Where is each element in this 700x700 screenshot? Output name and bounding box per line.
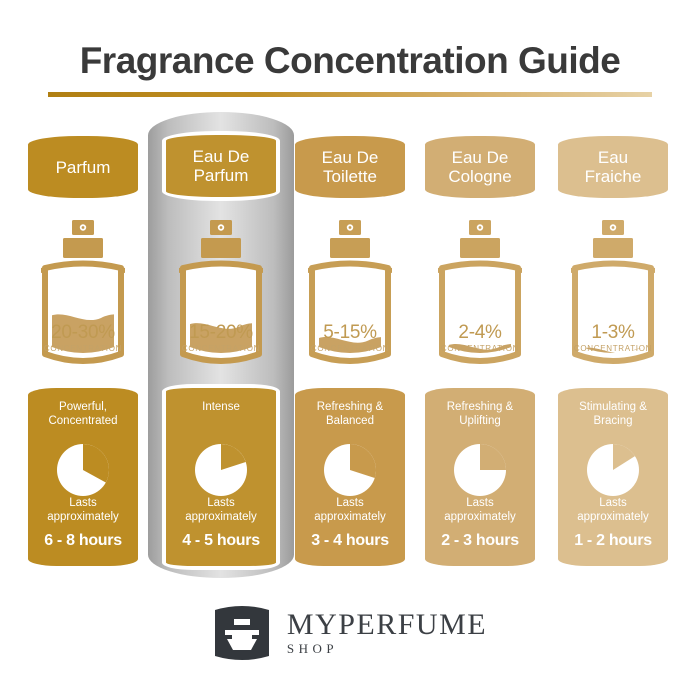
duration-card-description: Refreshing & Balanced [316, 401, 384, 427]
brand-logo: MYPERFUME SHOP [0, 600, 700, 666]
category-plate-label: Eau De Parfum [192, 147, 250, 185]
concentration-percent-0: 20-30% [51, 322, 115, 343]
category-plate-0[interactable]: Parfum [28, 136, 138, 198]
logo-wordmark: MYPERFUME SHOP [287, 609, 487, 657]
duration-hours-4: 1 - 2 hours [574, 532, 652, 549]
concentration-percent-4: 1-3% [591, 322, 635, 343]
category-plate-2[interactable]: Eau De Toilette [295, 136, 405, 198]
duration-card-description: Intense [202, 401, 240, 413]
concentration-sublabel-3: CONCENTRATION [440, 344, 520, 353]
concentration-sublabel-4: CONCENTRATION [573, 344, 653, 353]
duration-hours-2: 3 - 4 hours [311, 532, 389, 549]
longevity-pie-chart-4 [587, 444, 639, 496]
longevity-pie-chart-0 [57, 444, 109, 496]
concentration-sublabel-1: CONCENTRATION [181, 344, 261, 353]
longevity-pie-chart-3 [454, 444, 506, 496]
duration-card-4[interactable]: Stimulating & Bracing Lasts approximately 1 … [558, 388, 668, 566]
lasts-approximately-label: Lasts approximately [577, 497, 649, 523]
duration-card-description: Stimulating & Bracing [579, 401, 647, 427]
page-title: Fragrance Concentration Guide [79, 40, 621, 81]
concentration-percent-1: 15-20% [189, 322, 253, 343]
lasts-approximately-label: Lasts approximately [314, 497, 386, 523]
perfume-bottle-3: 2-4% CONCENTRATION [428, 218, 532, 368]
logo-tagline: SHOP [286, 641, 339, 656]
duration-card-3[interactable]: Refreshing & Uplifting Lasts approximately 2… [425, 388, 535, 566]
category-plate-1[interactable]: Eau De Parfum [162, 131, 280, 201]
concentration-sublabel-0: CONCENTRATION [43, 344, 123, 353]
duration-card-0[interactable]: Powerful, Concentrated Lasts approximately 6… [28, 388, 138, 566]
duration-card-description: Powerful, Concentrated [48, 401, 118, 427]
perfume-bottle-1: 15-20% CONCENTRATION [169, 218, 273, 368]
category-plate-label: Eau Fraiche [584, 148, 642, 186]
longevity-pie-chart-1 [195, 444, 247, 496]
category-plate-3[interactable]: Eau De Cologne [425, 136, 535, 198]
duration-card-1[interactable]: Intense Lasts approximately 4 - 5 hours [162, 384, 280, 570]
duration-card-description: Refreshing & Uplifting [446, 401, 514, 427]
concentration-sublabel-2: CONCENTRATION [310, 344, 390, 353]
longevity-pie-chart-2 [324, 444, 377, 496]
duration-hours-1: 4 - 5 hours [182, 532, 260, 549]
logo-brand-name: MYPERFUME [286, 608, 488, 641]
category-plate-label: Parfum [55, 157, 111, 177]
category-plate-label: Eau De Toilette [321, 148, 379, 186]
title-underline-rule [48, 92, 652, 97]
concentration-percent-2: 5-15% [323, 322, 377, 343]
perfume-bottle-2: 5-15% CONCENTRATION [298, 218, 402, 368]
perfume-bottle-0: 20-30% CONCENTRATION [31, 218, 135, 368]
lasts-approximately-label: Lasts approximately [185, 497, 257, 523]
duration-hours-3: 2 - 3 hours [441, 532, 519, 549]
perfume-bottle-4: 1-3% CONCENTRATION [561, 218, 665, 368]
category-plate-4[interactable]: Eau Fraiche [558, 136, 668, 198]
perfume-bottle-icon [214, 606, 269, 660]
lasts-approximately-label: Lasts approximately [444, 497, 516, 523]
concentration-percent-3: 2-4% [458, 322, 502, 343]
duration-hours-0: 6 - 8 hours [44, 532, 122, 549]
lasts-approximately-label: Lasts approximately [47, 497, 119, 523]
duration-card-2[interactable]: Refreshing & Balanced Lasts approximately 3 … [295, 388, 405, 566]
category-plate-label: Eau De Cologne [448, 148, 512, 186]
